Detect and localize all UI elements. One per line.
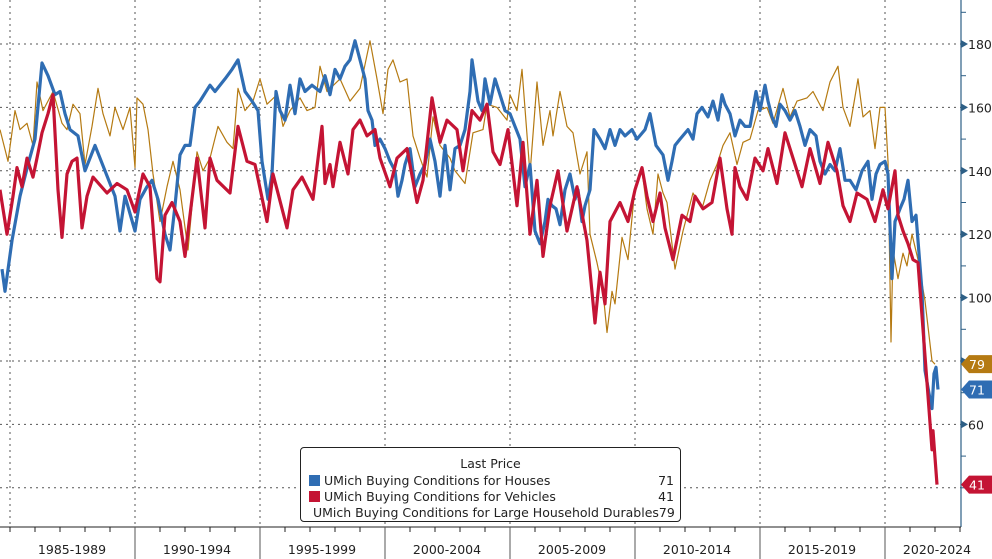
legend-label: UMich Buying Conditions for Houses	[324, 472, 551, 488]
legend-item-durables: UMich Buying Conditions for Large Househ…	[301, 504, 680, 520]
y-tick-label: 160	[968, 100, 992, 115]
legend-item-houses: UMich Buying Conditions for Houses 71	[301, 472, 680, 488]
y-tick-marker	[961, 293, 968, 302]
x-tick-label: 2000-2004	[413, 542, 481, 557]
y-tick-marker	[961, 230, 968, 239]
last-value-label: 41	[969, 478, 985, 493]
y-tick-label: 100	[968, 291, 992, 306]
x-tick-label: 1995-1999	[288, 542, 356, 557]
y-tick-label: 60	[968, 417, 984, 432]
y-tick-label: 120	[968, 227, 992, 242]
legend-swatch-vehicles	[309, 490, 320, 502]
legend-label: UMich Buying Conditions for Vehicles	[324, 488, 556, 504]
last-value-flag-houses	[961, 380, 992, 399]
legend-label: UMich Buying Conditions for Large Househ…	[313, 504, 659, 520]
y-tick-marker	[961, 420, 968, 429]
legend-item-vehicles: UMich Buying Conditions for Vehicles 41	[301, 488, 680, 504]
legend-swatch-houses	[309, 474, 320, 486]
legend-title: Last Price	[460, 456, 521, 471]
x-tick-label: 2015-2019	[788, 542, 856, 557]
y-tick-label: 140	[968, 164, 992, 179]
series-lines	[0, 39, 940, 485]
x-tick-label: 2010-2014	[663, 542, 731, 557]
last-value-flag-durables	[961, 355, 992, 374]
x-tick-label: 1985-1989	[38, 542, 106, 557]
last-value-label: 79	[969, 357, 985, 372]
series-line-vehicles	[0, 93, 939, 485]
legend: Last Price UMich Buying Conditions for H…	[300, 447, 681, 522]
legend-value: 41	[658, 488, 674, 504]
last-value-label: 71	[969, 383, 985, 398]
y-tick-label: 180	[968, 37, 992, 52]
x-tick-label: 1990-1994	[163, 542, 231, 557]
legend-value: 71	[658, 472, 674, 488]
series-line-houses	[0, 39, 940, 411]
x-tick-label: 2005-2009	[538, 542, 606, 557]
y-tick-marker	[961, 40, 968, 48]
y-tick-marker	[961, 103, 968, 112]
x-tick-label: 2020-2024	[903, 542, 971, 557]
series-line-durables	[0, 40, 936, 365]
last-value-flag-vehicles	[961, 475, 992, 494]
y-tick-marker	[961, 166, 968, 175]
legend-value: 79	[658, 504, 675, 520]
last-value-flags: 71 41 79	[961, 355, 992, 494]
